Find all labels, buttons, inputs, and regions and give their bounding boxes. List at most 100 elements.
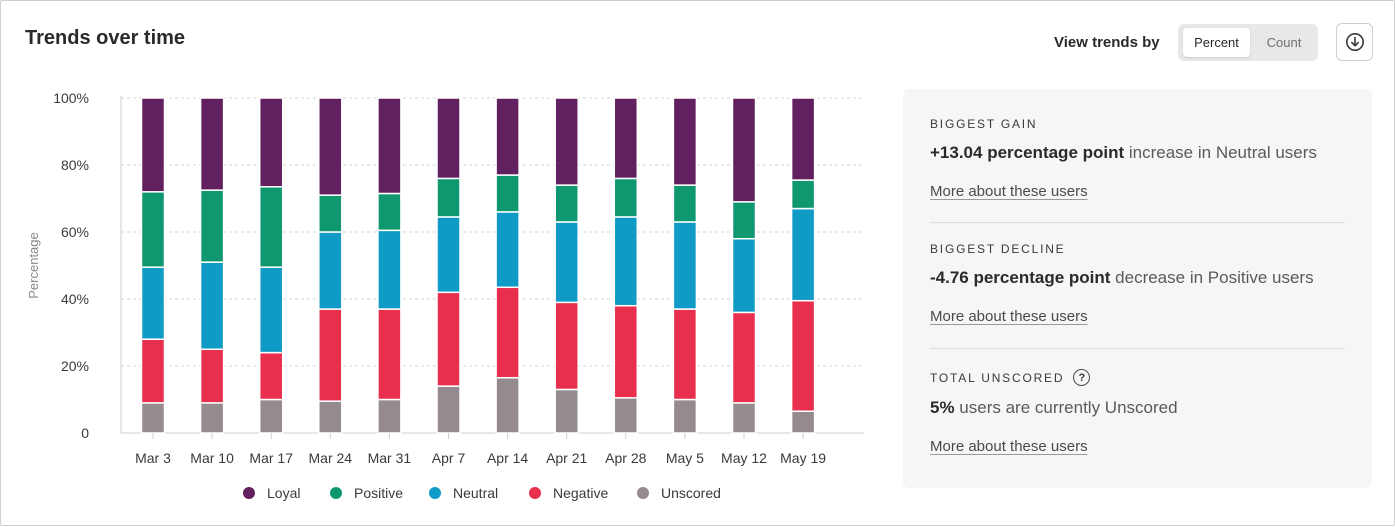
bar-unscored xyxy=(554,388,579,434)
bar-neutral xyxy=(672,221,698,310)
bar-neutral xyxy=(140,266,166,340)
x-tick-label: Mar 3 xyxy=(135,450,171,466)
bar-unscored xyxy=(672,398,698,434)
bar-unscored xyxy=(436,385,461,434)
y-tick-label: 60% xyxy=(61,224,89,240)
total-unscored-value: 5% xyxy=(930,398,955,417)
x-tick-label: Apr 14 xyxy=(487,450,528,466)
page-title: Trends over time xyxy=(25,27,186,49)
bar-unscored xyxy=(318,400,343,434)
bar-neutral xyxy=(731,237,757,314)
bar-loyal xyxy=(377,97,402,195)
biggest-gain-text: increase in Neutral users xyxy=(1124,143,1317,162)
biggest-decline-link[interactable]: More about these users xyxy=(930,308,1088,325)
bar-positive xyxy=(790,179,816,210)
biggest-decline-headline: -4.76 percentage point decrease in Posit… xyxy=(930,268,1345,288)
bar-unscored xyxy=(495,376,520,434)
bar-neutral xyxy=(377,229,402,310)
bar-negative xyxy=(436,291,461,387)
bar-unscored xyxy=(613,397,639,434)
bar-positive xyxy=(672,184,698,223)
legend-label: Unscored xyxy=(661,485,721,501)
view-toggle: Percent Count xyxy=(1178,24,1318,61)
legend-item-unscored[interactable]: Unscored xyxy=(637,485,721,501)
x-tick-label: May 19 xyxy=(780,450,826,466)
y-tick-label: 100% xyxy=(53,90,89,106)
total-unscored-headline: 5% users are currently Unscored xyxy=(930,398,1345,418)
biggest-decline-kicker: BIGGEST DECLINE xyxy=(930,242,1066,256)
toggle-percent[interactable]: Percent xyxy=(1183,28,1250,57)
legend-item-neutral[interactable]: Neutral xyxy=(429,485,498,501)
download-button[interactable] xyxy=(1336,23,1373,61)
legend-label: Loyal xyxy=(267,485,301,501)
bar-neutral xyxy=(495,211,520,289)
insights-panel: BIGGEST GAIN +13.04 percentage point inc… xyxy=(903,89,1372,488)
bar-loyal xyxy=(436,97,461,180)
bar-positive xyxy=(613,177,639,218)
bar-loyal xyxy=(790,97,816,181)
biggest-gain-headline: +13.04 percentage point increase in Neut… xyxy=(930,143,1345,163)
bar-positive xyxy=(258,186,284,268)
total-unscored-text: users are currently Unscored xyxy=(954,398,1178,417)
bar-negative xyxy=(140,338,166,404)
legend-item-positive[interactable]: Positive xyxy=(330,485,403,501)
legend-label: Positive xyxy=(354,485,404,501)
legend-label: Negative xyxy=(553,485,609,501)
biggest-decline-section: BIGGEST DECLINE -4.76 percentage point d… xyxy=(930,242,1345,326)
biggest-decline-value: -4.76 percentage point xyxy=(930,268,1111,287)
legend-label: Neutral xyxy=(453,485,499,501)
y-tick-label: 20% xyxy=(61,358,89,374)
legend-dot-icon xyxy=(637,487,649,499)
x-tick-label: Mar 10 xyxy=(190,450,234,466)
bar-loyal xyxy=(318,97,343,196)
view-trends-label: View trends by xyxy=(1054,34,1160,51)
biggest-gain-value: +13.04 percentage point xyxy=(930,143,1125,162)
biggest-gain-kicker: BIGGEST GAIN xyxy=(930,117,1038,131)
bar-positive xyxy=(140,191,166,268)
x-tick-label: Mar 24 xyxy=(309,450,353,466)
help-icon[interactable]: ? xyxy=(1073,369,1091,386)
bar-loyal xyxy=(140,97,166,193)
bar-unscored xyxy=(140,402,166,434)
x-tick-label: Apr 7 xyxy=(432,450,466,466)
download-circle-icon xyxy=(1345,33,1364,51)
legend-dot-icon xyxy=(330,487,342,499)
bar-positive xyxy=(731,201,757,240)
x-tick-label: Mar 17 xyxy=(249,450,293,466)
bar-loyal xyxy=(613,97,639,180)
bar-positive xyxy=(199,189,225,263)
legend-dot-icon xyxy=(529,487,541,499)
legend-item-loyal[interactable]: Loyal xyxy=(243,485,300,501)
bar-negative xyxy=(613,304,639,399)
bar-loyal xyxy=(495,97,520,176)
bar-negative xyxy=(731,311,757,404)
bar-unscored xyxy=(258,398,284,434)
legend-item-negative[interactable]: Negative xyxy=(529,485,608,501)
bar-positive xyxy=(554,184,579,223)
bar-negative xyxy=(554,301,579,391)
x-tick-label: Apr 21 xyxy=(546,450,587,466)
total-unscored-link[interactable]: More about these users xyxy=(930,438,1088,455)
bar-positive xyxy=(377,192,402,232)
x-tick-label: Apr 28 xyxy=(605,450,646,466)
bar-unscored xyxy=(377,398,402,434)
legend-dot-icon xyxy=(429,487,441,499)
total-unscored-kicker: TOTAL UNSCORED? xyxy=(930,369,1345,386)
bar-loyal xyxy=(199,97,225,191)
y-tick-label: 40% xyxy=(61,291,89,307)
bar-negative xyxy=(318,308,343,402)
y-tick-label: 80% xyxy=(61,157,89,173)
bar-unscored xyxy=(790,410,816,434)
y-axis-label: Percentage xyxy=(26,232,41,299)
bar-neutral xyxy=(790,207,816,302)
toggle-count[interactable]: Count xyxy=(1266,35,1302,50)
divider xyxy=(930,348,1345,349)
total-unscored-section: TOTAL UNSCORED? 5% users are currently U… xyxy=(930,369,1345,456)
biggest-gain-link[interactable]: More about these users xyxy=(930,183,1088,200)
bar-unscored xyxy=(199,402,225,434)
bar-loyal xyxy=(672,97,698,186)
bar-negative xyxy=(377,308,402,401)
stacked-bar-chart: 0 20% 40% 60% 80% 100% Percentage Mar 3 Mar 10 Ma… xyxy=(26,90,864,466)
legend-dot-icon xyxy=(243,487,255,499)
